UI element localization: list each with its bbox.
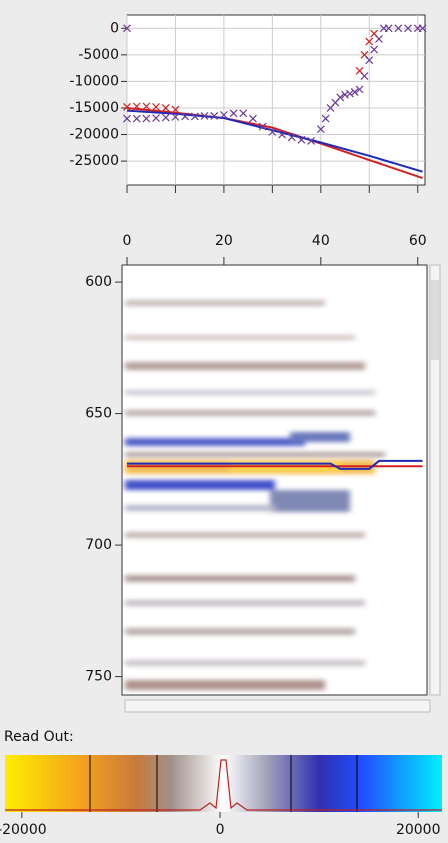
- x-marker: [258, 122, 267, 131]
- x-marker: [132, 102, 141, 111]
- x-marker: [345, 89, 354, 98]
- x-tick-label: 20: [215, 233, 233, 249]
- y-tick-label: 0: [110, 20, 119, 36]
- x-marker: [171, 105, 180, 114]
- y-tick-label: 600: [85, 274, 112, 290]
- x-marker: [152, 102, 160, 111]
- x-marker: [418, 24, 427, 33]
- x-marker: [355, 85, 364, 94]
- x-marker: [171, 113, 180, 121]
- x-marker: [394, 24, 403, 33]
- y-tick-label: -10000: [69, 73, 119, 89]
- x-marker: [316, 125, 325, 134]
- x-tick-label: 0: [123, 233, 132, 249]
- x-marker: [268, 127, 277, 136]
- x-marker: [219, 110, 228, 119]
- x-marker: [123, 24, 131, 33]
- line: [126, 106, 423, 180]
- y-tick-label: 650: [85, 406, 112, 422]
- y-tick-label: 750: [85, 669, 112, 685]
- scroll-thumb[interactable]: [431, 280, 439, 360]
- x-tick-label: -20000: [0, 822, 47, 838]
- x-marker: [123, 114, 131, 123]
- x-marker: [365, 56, 374, 65]
- readout-label: Read Out:: [4, 729, 74, 745]
- x-marker: [200, 112, 209, 120]
- x-marker: [161, 104, 170, 112]
- section-frame: [121, 264, 428, 696]
- x-marker: [287, 133, 296, 142]
- x-marker: [239, 109, 248, 118]
- x-tick-label: 40: [312, 233, 330, 249]
- x-tick-label: 20000: [396, 822, 441, 838]
- x-marker: [384, 24, 393, 33]
- x-marker: [161, 113, 170, 122]
- x-marker: [190, 112, 199, 121]
- x-marker: [229, 109, 238, 118]
- x-marker: [370, 45, 379, 54]
- x-tick-label: 0: [216, 822, 225, 838]
- x-marker: [142, 114, 151, 123]
- x-marker: [375, 34, 383, 43]
- x-marker: [123, 102, 131, 111]
- x-marker: [341, 90, 349, 99]
- y-tick-label: -20000: [69, 127, 119, 143]
- x-marker: [142, 102, 151, 111]
- x-marker: [404, 24, 412, 33]
- x-marker: [152, 114, 160, 122]
- line: [127, 459, 423, 470]
- y-tick-label: -5000: [78, 47, 119, 63]
- x-marker: [321, 114, 330, 123]
- x-marker: [210, 112, 219, 120]
- seismic-image: [122, 265, 427, 695]
- x-tick-label: 60: [409, 233, 427, 249]
- x-marker: [249, 114, 257, 123]
- x-marker: [132, 114, 141, 123]
- x-marker: [360, 72, 369, 81]
- x-marker: [278, 130, 286, 139]
- histogram-curve: [5, 759, 442, 811]
- vertical-scrollbar[interactable]: [429, 264, 441, 696]
- x-marker: [365, 37, 374, 46]
- x-marker: [181, 112, 190, 121]
- x-marker: [297, 135, 306, 144]
- y-tick-label: -25000: [69, 153, 119, 169]
- horizontal-scrollbar[interactable]: [124, 699, 431, 713]
- y-tick-label: 700: [85, 537, 112, 553]
- colorbar: [5, 755, 442, 812]
- line: [126, 109, 423, 173]
- colorbar-lines: [89, 755, 358, 812]
- x-marker: [350, 88, 359, 96]
- y-tick-label: -15000: [69, 100, 119, 116]
- x-marker: [336, 93, 345, 102]
- x-marker: [307, 136, 316, 145]
